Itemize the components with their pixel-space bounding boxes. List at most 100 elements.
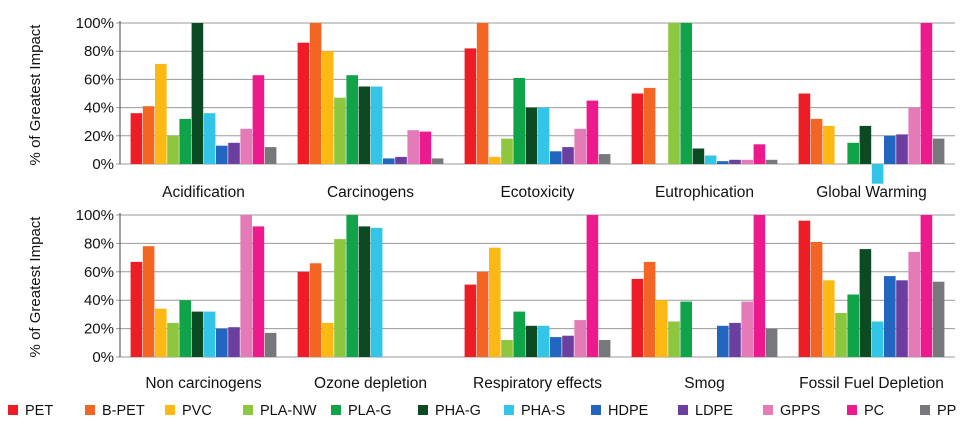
- bar-pla-g: [847, 294, 859, 357]
- bar-pvc: [823, 125, 835, 164]
- bar-pp: [765, 159, 778, 164]
- bar-pet: [798, 93, 811, 164]
- bar-pet: [464, 284, 477, 357]
- legend-label: HDPE: [608, 403, 649, 419]
- bar-hdpe: [216, 145, 228, 164]
- category-label: Smog: [684, 375, 725, 392]
- legend-label: PP: [937, 403, 956, 419]
- legend-swatch: [920, 405, 930, 415]
- bar-pet: [798, 220, 811, 357]
- bar-pla-g: [680, 23, 692, 164]
- bar-pha-s: [704, 155, 717, 164]
- bar-ldpe: [228, 142, 240, 164]
- bar-b-pet: [476, 271, 489, 357]
- bar-pc: [753, 215, 766, 357]
- bar-pla-g: [179, 118, 191, 164]
- y-tick-label: 60%: [84, 71, 114, 88]
- bar-pha-g: [191, 311, 204, 357]
- bar-pvc: [656, 300, 668, 357]
- bar-pc: [252, 226, 265, 357]
- bar-pp: [431, 158, 444, 164]
- legend-swatch: [331, 405, 341, 415]
- bar-ldpe: [896, 280, 908, 357]
- bar-pla-g: [346, 215, 358, 357]
- bottom-panel: 0% 20% 40% 60% 80% 100% Non carcinogens Ozone d…: [76, 207, 955, 392]
- bar-pc: [920, 215, 933, 357]
- bar-pha-g: [859, 249, 872, 357]
- y-tick-label: 100%: [76, 15, 114, 32]
- category-label: Respiratory effects: [473, 375, 602, 392]
- bar-hdpe: [717, 161, 729, 164]
- legend-swatch: [8, 405, 18, 415]
- legend-swatch: [418, 405, 428, 415]
- y-axis-label-bottom: % of Greatest Impact: [27, 216, 44, 358]
- bar-pet: [464, 48, 477, 164]
- bar-pp: [598, 154, 611, 164]
- bar-ldpe: [562, 147, 574, 164]
- y-tick-label: 80%: [84, 43, 114, 60]
- bar-pla-nw: [668, 23, 680, 164]
- bar-b-pet: [476, 23, 489, 164]
- bar-ldpe: [228, 327, 240, 357]
- category-label: Acidification: [162, 184, 245, 201]
- bar-ldpe: [729, 322, 741, 357]
- category-label: Global Warming: [816, 184, 927, 201]
- y-tick-label: 0%: [92, 349, 114, 366]
- legend-label: PET: [25, 403, 53, 419]
- y-tick-label: 100%: [76, 207, 114, 224]
- bar-pha-g: [692, 148, 705, 164]
- y-tick-label: 40%: [84, 100, 114, 117]
- legend-label: GPPS: [780, 403, 820, 419]
- bar-pla-g: [680, 301, 692, 357]
- bar-pp: [932, 281, 945, 357]
- bar-pha-s: [203, 311, 216, 357]
- bar-pet: [297, 271, 310, 357]
- bar-pvc: [823, 280, 835, 357]
- bar-pla-nw: [334, 239, 346, 357]
- bar-pha-s: [871, 321, 884, 357]
- y-tick-label: 80%: [84, 235, 114, 252]
- bar-pet: [130, 113, 143, 164]
- bar-pet: [631, 278, 644, 357]
- bar-pp: [765, 328, 778, 357]
- bar-gpps: [908, 107, 920, 164]
- bar-pha-s: [537, 325, 550, 357]
- bar-b-pet: [643, 87, 656, 164]
- legend-label: PHA-S: [521, 403, 565, 419]
- legend-swatch: [847, 405, 857, 415]
- bar-pvc: [155, 63, 167, 164]
- y-tick-label: 20%: [84, 321, 114, 338]
- bar-b-pet: [643, 261, 656, 357]
- category-label: Fossil Fuel Depletion: [799, 375, 944, 392]
- bar-gpps: [908, 251, 920, 357]
- bar-pvc: [155, 308, 167, 357]
- bar-ldpe: [395, 156, 407, 164]
- bar-b-pet: [142, 246, 155, 357]
- bar-pha-g: [358, 226, 371, 357]
- bar-pc: [419, 131, 432, 164]
- bar-pha-s: [370, 227, 383, 357]
- bar-pc: [586, 215, 599, 357]
- bar-pc: [753, 144, 766, 164]
- bar-pc: [920, 23, 933, 164]
- legend-swatch: [591, 405, 601, 415]
- bar-gpps: [741, 301, 753, 357]
- bar-pha-s: [203, 113, 216, 164]
- legend-swatch: [243, 405, 253, 415]
- legend-swatch: [85, 405, 95, 415]
- legend-label: PVC: [182, 403, 212, 419]
- y-tick-label: 40%: [84, 292, 114, 309]
- bar-hdpe: [717, 325, 729, 357]
- bar-gpps: [574, 320, 586, 357]
- legend-label: LDPE: [695, 403, 733, 419]
- bar-b-pet: [309, 263, 322, 357]
- bar-gpps: [240, 215, 252, 357]
- legend-label: B-PET: [102, 403, 145, 419]
- bar-pla-nw: [501, 138, 513, 164]
- category-label: Ecotoxicity: [500, 184, 574, 201]
- bar-pla-g: [346, 75, 358, 164]
- bar-hdpe: [550, 151, 562, 164]
- bar-pvc: [322, 322, 334, 357]
- bar-pha-s: [871, 164, 884, 184]
